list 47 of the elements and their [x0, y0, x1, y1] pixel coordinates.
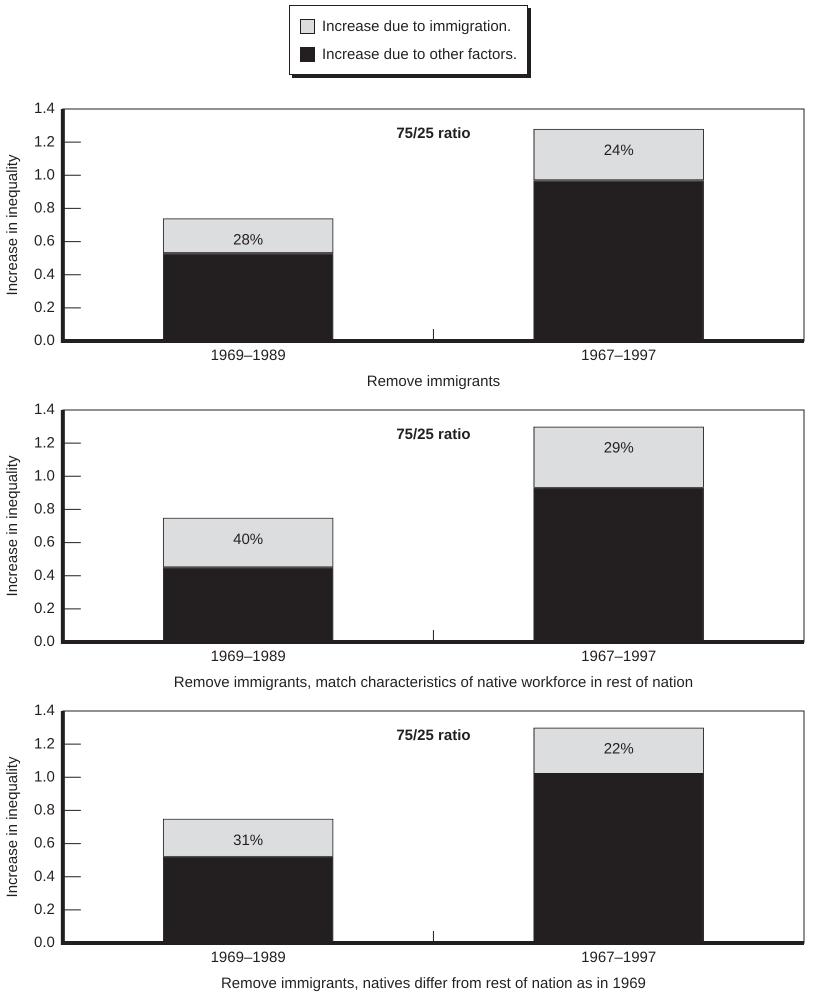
y-tick-label: 1.2	[34, 133, 55, 150]
annotation: 75/25 ratio	[396, 426, 471, 444]
x-tick-label: 1967–1997	[581, 347, 656, 364]
y-tick-label: 1.0	[34, 166, 55, 184]
x-axis-title: Remove immigrants	[366, 373, 500, 390]
y-tick-label: 1.4	[34, 100, 55, 118]
y-tick-label: 1.2	[34, 434, 55, 452]
x-tick-label: 1967–1997	[581, 648, 656, 666]
y-tick-label: 0.2	[34, 600, 55, 617]
annotation: 29%	[604, 440, 634, 457]
y-tick-label: 0.6	[34, 834, 55, 852]
x-axis-title: Remove immigrants, natives differ from rest of nation as in 1969	[220, 975, 646, 992]
y-tick-label: 0.8	[34, 802, 55, 819]
y-tick-label: 0.0	[34, 934, 55, 952]
annotation: 31%	[233, 832, 264, 849]
x-tick-label: 1969–1989	[210, 648, 286, 666]
y-tick-label: 1.0	[34, 467, 55, 484]
x-tick-label: 1967–1997	[581, 949, 656, 966]
y-tick-label: 1.4	[34, 401, 55, 418]
x-tick-label: 1969–1989	[210, 949, 286, 966]
annotation: 28%	[233, 232, 264, 249]
y-tick-label: 0.8	[34, 500, 55, 518]
y-tick-label: 0.6	[34, 232, 55, 250]
x-tick-label: 1969–1989	[210, 347, 286, 364]
y-tick-label: 0.2	[34, 299, 55, 316]
legend-label: Increase due to immigration.	[322, 18, 512, 34]
y-tick-label: 0.8	[34, 200, 55, 217]
y-tick-label: 0.0	[34, 332, 55, 350]
annotation: 24%	[604, 142, 634, 160]
y-tick-label: 0.0	[34, 633, 55, 650]
y-tick-label: 0.6	[34, 534, 55, 551]
y-tick-label: 0.2	[34, 901, 55, 918]
y-tick-label: 0.4	[34, 868, 55, 885]
y-axis-title: Increase in inequality	[4, 756, 22, 898]
annotation: 75/25 ratio	[396, 727, 471, 744]
y-tick-label: 1.4	[34, 702, 55, 720]
y-tick-label: 0.4	[34, 566, 55, 584]
y-axis-title: Increase in inequality	[4, 154, 22, 296]
annotation: 22%	[604, 740, 634, 758]
y-axis-title: Increase in inequality	[4, 455, 22, 596]
y-tick-label: 1.2	[34, 735, 55, 752]
x-axis-title: Remove immigrants, match characteristics of native workforce in rest of nation	[174, 674, 694, 692]
annotation: 75/25 ratio	[396, 125, 471, 142]
y-tick-label: 1.0	[34, 768, 55, 786]
y-tick-label: 0.4	[34, 266, 55, 283]
legend-label: Increase due to other factors.	[322, 46, 518, 62]
annotation: 40%	[233, 530, 264, 548]
